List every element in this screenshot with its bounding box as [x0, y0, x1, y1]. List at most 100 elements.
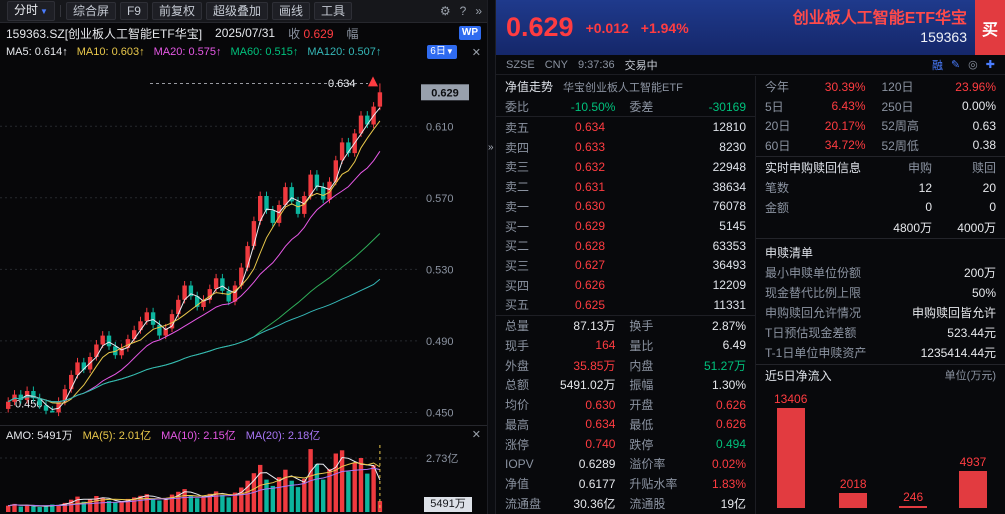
period-label: 5日	[765, 99, 784, 114]
flow-value-label: 246	[903, 490, 924, 504]
toolbar-button[interactable]: F9	[119, 2, 148, 20]
period-label: 52周低	[881, 138, 919, 153]
margin-icon[interactable]: 融	[931, 59, 943, 72]
flow-bar-group: 4937	[959, 455, 987, 508]
period-return-row: 5日 6.43% 250日 0.00%	[756, 97, 1005, 117]
order-book-price: 0.625	[574, 297, 605, 312]
toolbar-button[interactable]: 超级叠加	[205, 2, 268, 20]
panel-splitter[interactable]: »	[487, 0, 496, 514]
close-volume-icon[interactable]: ✕	[471, 429, 481, 441]
period-dropdown[interactable]: 6日▼	[427, 45, 457, 59]
redeem-row: 申购赎回允许情况 申购赎回皆允许	[756, 303, 1005, 323]
security-title: 创业板人工智能ETF华宝	[792, 9, 967, 27]
stat-value: 87.13万	[573, 319, 616, 334]
stat-value: 0.626	[715, 417, 746, 432]
order-book-row[interactable]: 卖一 0.630 76078	[496, 196, 755, 216]
ma-indicator: MA120: 0.507↑	[307, 46, 382, 58]
order-book-qty: 8230	[719, 140, 746, 155]
toolbar-button[interactable]: 画线	[272, 2, 311, 20]
stat-value: 35.85万	[573, 358, 616, 373]
redeem-value: 4000万	[957, 220, 996, 235]
order-book-row[interactable]: 卖二 0.631 38634	[496, 177, 755, 197]
collapse-handle-icon[interactable]: »	[488, 142, 494, 153]
weibi-row: 委比 -10.50% 委差 -30169	[496, 97, 755, 118]
gear-icon[interactable]: ⚙	[439, 4, 451, 18]
order-book-level: 卖五	[505, 120, 530, 135]
expand-icon[interactable]: »	[475, 4, 482, 18]
last-price: 0.629	[506, 12, 574, 42]
order-book-row[interactable]: 卖五 0.634 12810	[496, 117, 755, 137]
flow-bar-group: 246	[899, 490, 928, 508]
svg-text:0.530: 0.530	[426, 264, 454, 276]
redeem-value: 1235414.44元	[920, 345, 996, 360]
order-book-row[interactable]: 买二 0.628 63353	[496, 236, 755, 256]
stat-row: 总额 5491.02万 振幅 1.30%	[496, 375, 755, 395]
quote-panel: 0.629 +0.012 +1.94% 创业板人工智能ETF华宝 159363 …	[496, 0, 1005, 514]
nav-link[interactable]: 净值走势	[505, 80, 554, 95]
quote-header: 0.629 +0.012 +1.94% 创业板人工智能ETF华宝 159363 …	[496, 0, 1005, 55]
help-icon[interactable]: ?	[459, 4, 467, 18]
stat-value: 6.49	[722, 338, 746, 353]
toolbar-button[interactable]: 综合屏	[65, 2, 116, 20]
order-book-qty: 12810	[712, 120, 746, 135]
toolbar-button[interactable]: 前复权	[151, 2, 202, 20]
flow-bar	[899, 506, 928, 508]
ma-indicator: MA20: 0.575↑	[153, 46, 222, 58]
close-label: 收	[288, 26, 301, 41]
currency-label: CNY	[544, 58, 568, 71]
order-book-row[interactable]: 卖四 0.633 8230	[496, 137, 755, 157]
order-book-row[interactable]: 卖三 0.632 22948	[496, 157, 755, 177]
volume-header: AMO: 5491万 MA(5): 2.01亿 MA(10): 2.15亿 MA(20…	[0, 425, 487, 443]
period-selector[interactable]: 分时 ▼	[7, 1, 55, 21]
order-book-level: 买一	[505, 219, 530, 234]
realtime-row: 4800万 4000万	[756, 217, 1005, 237]
redeem-value: 200万	[963, 266, 996, 281]
trade-date: 2025/07/31	[215, 26, 276, 40]
stat-label: 溢价率	[629, 457, 666, 472]
fund-nav-row[interactable]: 净值走势 华宝创业板人工智能ETF	[496, 77, 755, 97]
price-chart[interactable]: 0.6100.5700.5300.4900.4500.634←0.4500.62…	[0, 61, 487, 425]
add-icon[interactable]: ✚	[985, 59, 995, 71]
stat-label: 换手	[629, 319, 654, 334]
stat-label: 最低	[629, 417, 654, 432]
order-book-column: 净值走势 华宝创业板人工智能ETF 委比 -10.50% 委差 -30169 卖…	[496, 76, 756, 514]
svg-text:0.629: 0.629	[431, 87, 459, 99]
stat-label: 均价	[505, 398, 530, 413]
redeem-value: 20	[982, 180, 996, 195]
stat-value: 2.87%	[711, 318, 746, 333]
stat-row: 均价 0.630 开盘 0.626	[496, 395, 755, 415]
stat-label: 振幅	[629, 378, 654, 393]
order-book-price: 0.628	[574, 238, 605, 253]
price-change-pct: +1.94%	[640, 19, 689, 36]
volume-chart[interactable]: 2.73亿	[0, 443, 487, 514]
toolbar-button[interactable]: 工具	[314, 2, 353, 20]
order-book-qty: 76078	[712, 199, 746, 214]
eye-icon[interactable]: ◎	[968, 59, 978, 71]
order-book-qty: 22948	[712, 159, 746, 174]
stat-label: 内盘	[629, 358, 654, 373]
order-book-row[interactable]: 买四 0.626 12209	[496, 275, 755, 295]
toolbar-divider	[59, 5, 61, 17]
period-value: 34.72%	[824, 138, 866, 153]
detail-column: 今年 30.39% 120日 23.96% 5日 6.43% 250日 0.00% 20日 20.…	[756, 76, 1005, 514]
order-book-row[interactable]: 买三 0.627 36493	[496, 256, 755, 276]
realtime-label: 金额	[765, 200, 790, 215]
stat-row: 最高 0.634 最低 0.626	[496, 414, 755, 434]
realtime-row: 笔数 12 20	[756, 178, 1005, 198]
wp-badge[interactable]: WP	[458, 26, 481, 40]
order-book-qty: 38634	[712, 179, 746, 194]
order-book-row[interactable]: 买一 0.629 5145	[496, 216, 755, 236]
redeem-value: 申购赎回皆允许	[911, 305, 996, 320]
subscribe-value: 12	[918, 180, 932, 195]
order-book-row[interactable]: 买五 0.625 11331	[496, 295, 755, 316]
period-value: 6.43%	[831, 99, 866, 114]
volume-ma-indicator: MA(5): 2.01亿	[82, 429, 152, 442]
stat-row: 流通盘 30.36亿 流通股 19亿	[496, 493, 755, 513]
close-chart-icon[interactable]: ✕	[471, 46, 481, 59]
order-book-price: 0.629	[574, 219, 605, 233]
buy-button[interactable]: 买	[975, 0, 1005, 55]
stat-label: 现手	[505, 338, 530, 353]
svg-text:0.490: 0.490	[426, 336, 454, 348]
redeem-value: 0	[989, 200, 996, 215]
pen-icon[interactable]: ✎	[950, 59, 961, 71]
